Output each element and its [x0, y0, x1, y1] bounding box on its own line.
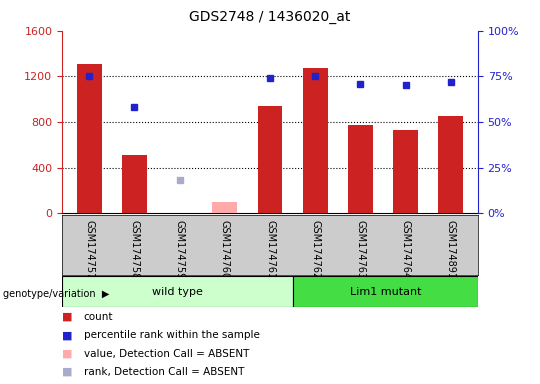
Text: wild type: wild type	[152, 287, 203, 297]
Text: GSM174757: GSM174757	[84, 220, 94, 279]
Text: GSM174758: GSM174758	[130, 220, 139, 279]
Bar	[348, 125, 373, 213]
Bar	[212, 202, 237, 213]
Text: ■: ■	[62, 330, 72, 340]
Text: ■: ■	[62, 312, 72, 322]
Bar	[258, 106, 282, 213]
Text: GDS2748 / 1436020_at: GDS2748 / 1436020_at	[190, 10, 350, 23]
Text: percentile rank within the sample: percentile rank within the sample	[84, 330, 260, 340]
Text: GSM174759: GSM174759	[174, 220, 185, 279]
Text: rank, Detection Call = ABSENT: rank, Detection Call = ABSENT	[84, 367, 244, 377]
Bar	[303, 68, 328, 213]
Text: GSM174763: GSM174763	[355, 220, 366, 279]
Text: GSM174760: GSM174760	[220, 220, 230, 279]
Text: Lim1 mutant: Lim1 mutant	[350, 287, 421, 297]
Text: genotype/variation  ▶: genotype/variation ▶	[3, 289, 109, 299]
Bar	[393, 130, 418, 213]
Text: GSM174764: GSM174764	[401, 220, 410, 279]
Text: ■: ■	[62, 367, 72, 377]
Bar	[438, 116, 463, 213]
Text: GSM174761: GSM174761	[265, 220, 275, 279]
Text: value, Detection Call = ABSENT: value, Detection Call = ABSENT	[84, 349, 249, 359]
FancyBboxPatch shape	[293, 276, 478, 307]
Bar	[77, 64, 102, 213]
Text: count: count	[84, 312, 113, 322]
Text: GSM174891: GSM174891	[446, 220, 456, 279]
Text: GSM174762: GSM174762	[310, 220, 320, 279]
Text: ■: ■	[62, 349, 72, 359]
Bar	[122, 155, 147, 213]
FancyBboxPatch shape	[62, 276, 293, 307]
